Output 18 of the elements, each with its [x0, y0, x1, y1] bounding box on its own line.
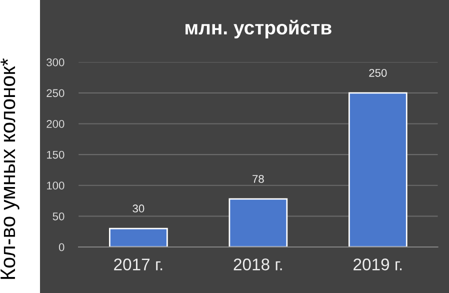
bar [348, 92, 408, 247]
y-axis-title: Кол-во умных колонок* [0, 58, 20, 279]
y-tick-label: 100 [46, 182, 64, 190]
data-label: 78 [252, 174, 264, 183]
chart-title: млн. устройств [186, 20, 332, 38]
bar [109, 228, 168, 247]
x-tick-label: 2017 г. [114, 258, 162, 270]
x-tick-label: 2018 г. [234, 258, 282, 270]
y-tick-label: 150 [46, 150, 64, 159]
y-tick-label: 300 [46, 58, 64, 66]
data-label: 250 [369, 68, 387, 77]
data-label: 30 [132, 204, 144, 212]
y-tick-label: 200 [46, 120, 64, 128]
y-tick-label: 50 [52, 212, 64, 220]
y-tick-label: 250 [46, 89, 64, 98]
x-tick-label: 2019 г. [354, 258, 402, 270]
bar [228, 198, 288, 247]
y-tick-label: 0 [58, 243, 64, 252]
